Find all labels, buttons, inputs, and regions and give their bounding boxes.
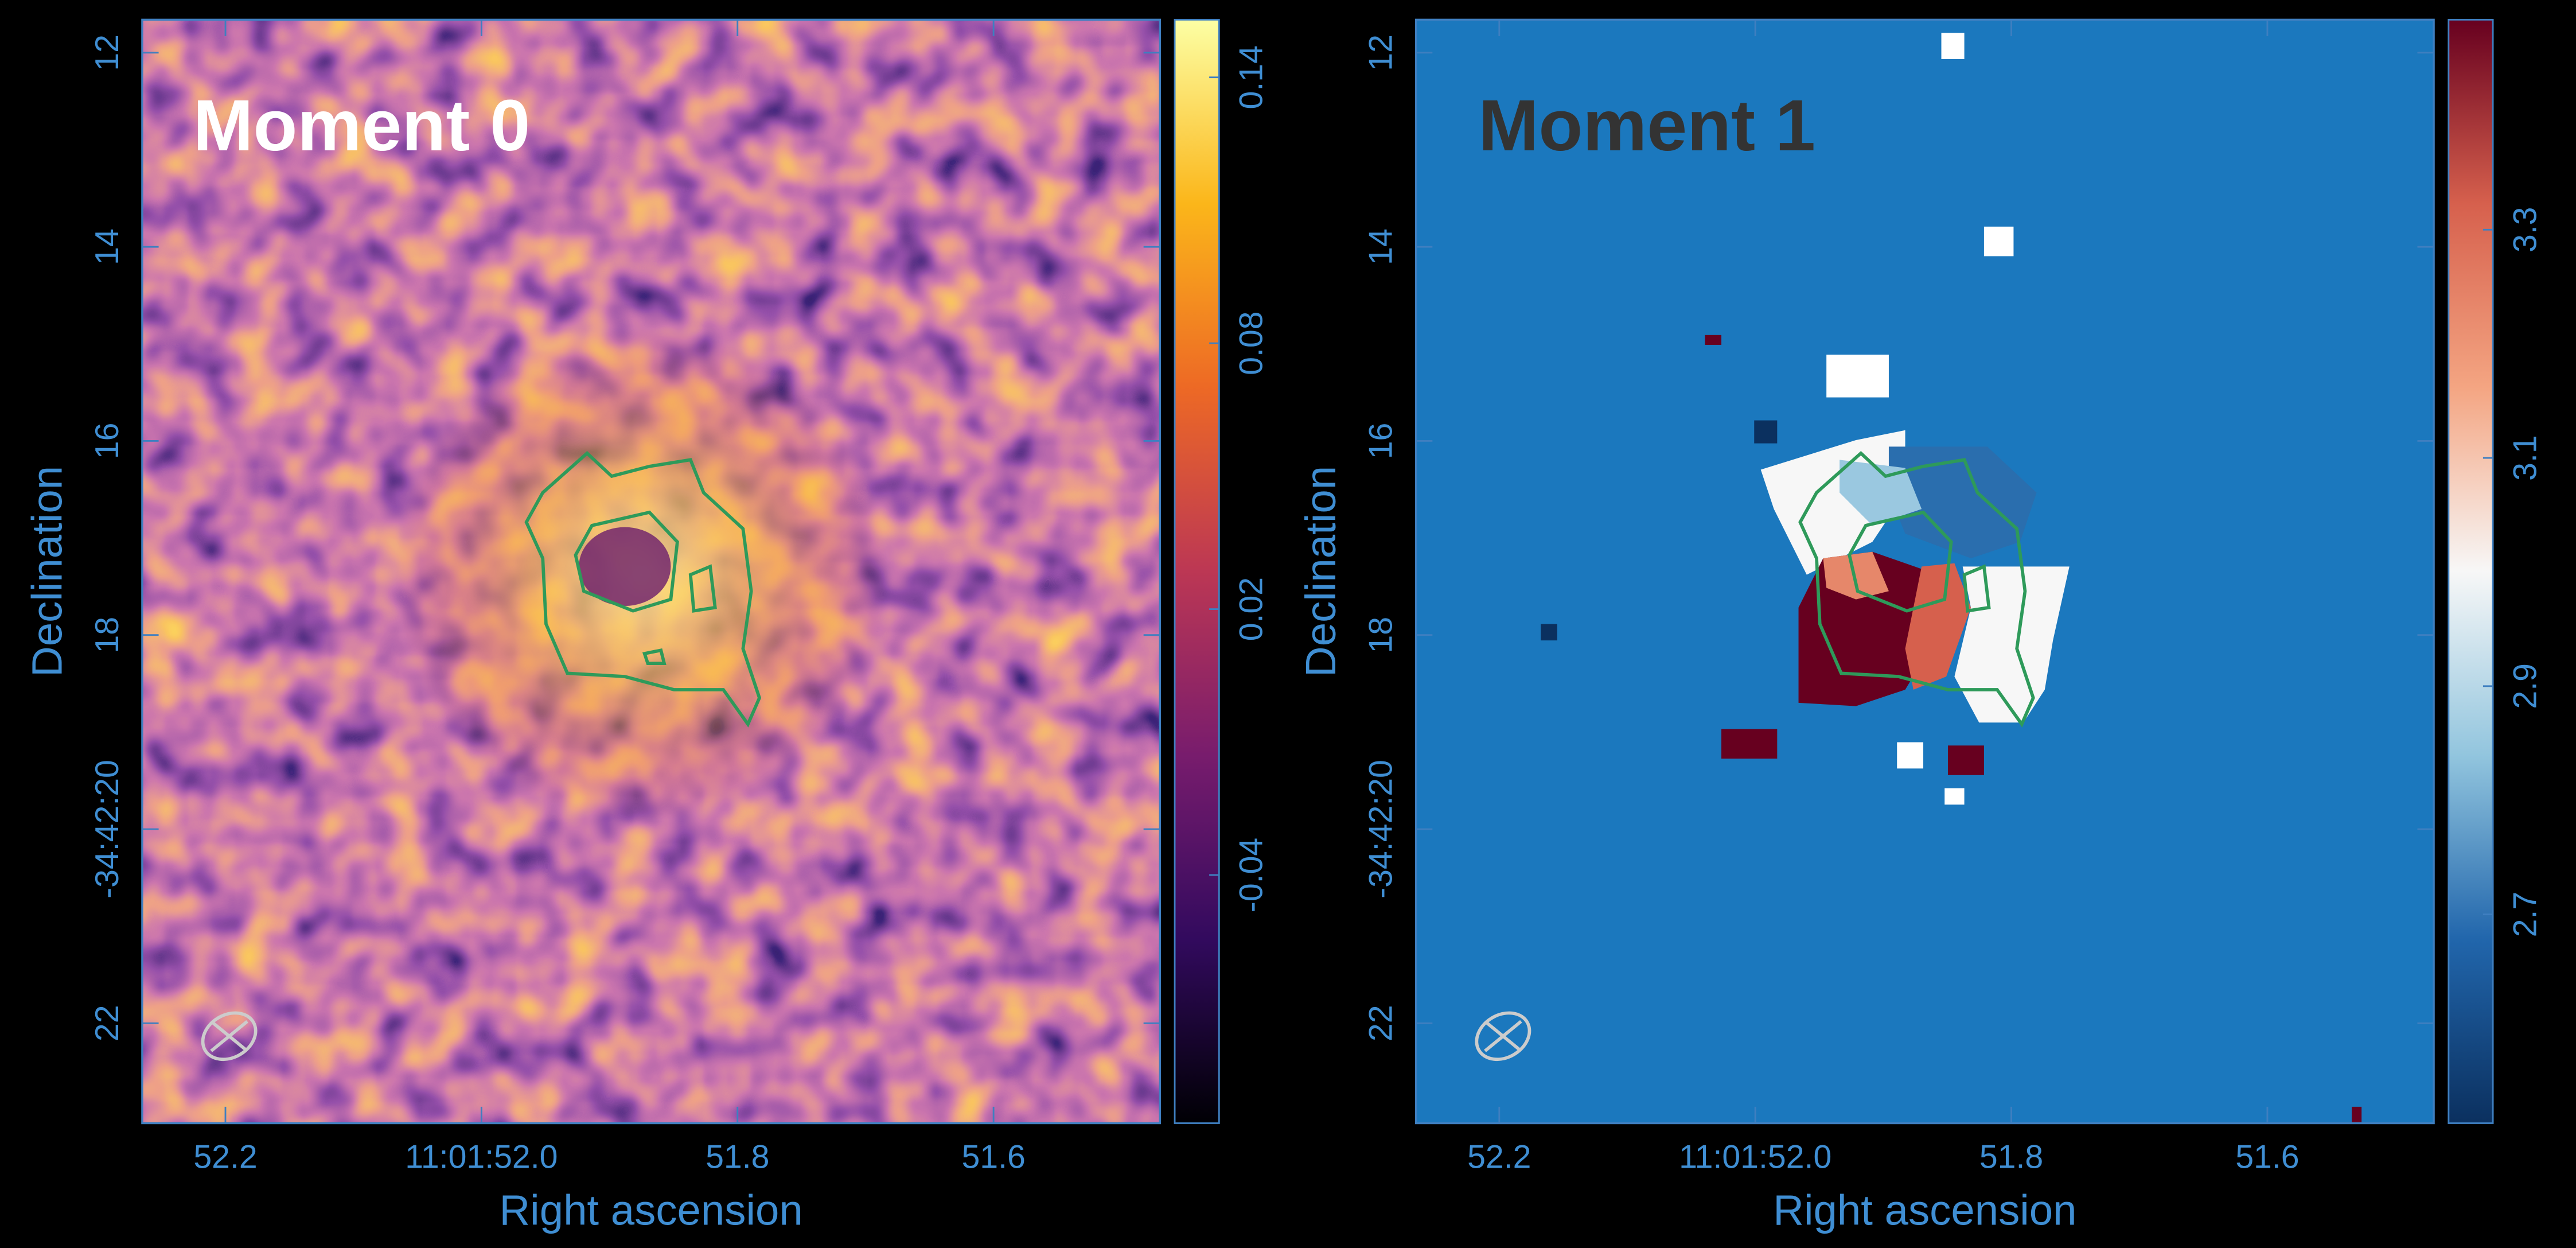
y-tick-label: 12 [1363,34,1400,71]
y-tick-label: 14 [89,228,126,265]
y-tick-label: 12 [89,34,126,71]
x-tick-label: 11:01:52.0 [405,1139,558,1176]
y-axis-label: Declination [23,466,71,677]
y-axis-label: Declination [1297,466,1344,677]
moment0-image [142,20,1160,1123]
figure: Moment 0 52.2 11:01:52.0 51.8 51.6 12 14 16 18 -3… [0,0,2576,1248]
y-tick-label: 18 [89,617,126,654]
panel-title: Moment 1 [1478,85,1815,166]
colorbar-tick-label: 0.02 [1233,577,1270,641]
colorbar-tick-label: 0.14 [1233,45,1270,109]
colorbar-tick-label: 2.7 [2507,892,2543,938]
x-tick-label: 51.6 [2235,1139,2299,1176]
colorbar [1175,20,1219,1123]
colorbar-tick-label: 2.9 [2507,663,2543,709]
y-tick-label: 16 [89,423,126,460]
x-tick-label: 11:01:52.0 [1679,1139,1831,1176]
x-tick-label: 51.8 [1979,1139,2043,1176]
y-tick-label: 14 [1363,228,1400,265]
y-tick-label: -34:42:20 [89,760,126,899]
x-axis-label: Right ascension [499,1187,802,1234]
x-tick-label: 52.2 [1467,1139,1531,1176]
y-tick-label: 22 [89,1005,126,1041]
y-tick-label: 18 [1363,617,1400,654]
panel-title: Moment 0 [193,85,531,166]
y-tick-label: -34:42:20 [1363,760,1400,899]
colorbar [2449,20,2493,1123]
x-tick-label: 52.2 [193,1139,257,1176]
x-tick-label: 51.8 [706,1139,769,1176]
y-tick-label: 16 [1363,423,1400,460]
colorbar-tick-label: 3.3 [2507,207,2543,253]
colorbar-tick-label: -0.04 [1233,838,1270,912]
moment1-image [1416,20,2434,1123]
x-axis-label: Right ascension [1773,1187,2076,1234]
y-tick-label: 22 [1363,1005,1400,1041]
colorbar-tick-label: 3.1 [2507,435,2543,481]
x-tick-label: 51.6 [961,1139,1025,1176]
colorbar-tick-label: 0.08 [1233,311,1270,375]
